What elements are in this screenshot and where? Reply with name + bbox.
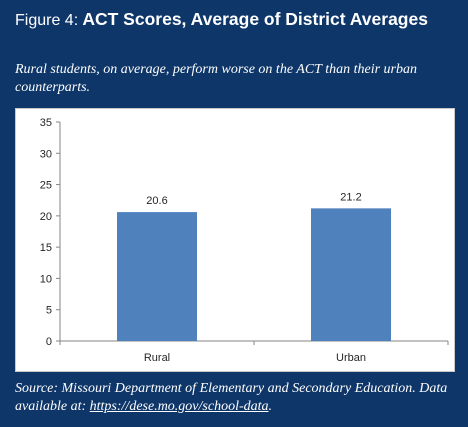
y-tick-label: 30 [40,148,52,160]
source-link[interactable]: https://dese.mo.gov/school-data [89,399,269,414]
source-note: Source: Missouri Department of Elementar… [15,380,460,416]
x-tick-label: Urban [336,352,366,364]
y-tick-label: 20 [40,211,52,223]
chart-area: 0 5 10 15 20 25 30 35 20.6 Rural 21.2 Urban [15,108,455,372]
y-tick-label: 25 [40,180,52,192]
bar-rural [117,212,197,341]
y-tick-label: 5 [46,305,52,317]
x-tick-label: Rural [144,352,170,364]
figure-title-text: ACT Scores, Average of District Averages [82,9,428,29]
y-tick-label: 10 [40,273,52,285]
y-tick-label: 15 [40,242,52,254]
y-tick-label: 0 [46,336,52,348]
bar-urban [311,208,391,341]
data-label: 21.2 [340,191,361,203]
source-suffix: . [268,399,273,414]
y-tick-label: 35 [40,117,52,129]
bar-chart: 0 5 10 15 20 25 30 35 20.6 Rural 21.2 Urban [40,117,449,364]
figure-label: Figure 4: [15,12,79,29]
source-text: Source: Missouri Department of Elementar… [15,381,448,414]
figure-title: Figure 4: ACT Scores, Average of Distric… [15,9,455,31]
data-label: 20.6 [146,195,167,207]
figure-subtitle: Rural students, on average, perform wors… [15,62,417,95]
